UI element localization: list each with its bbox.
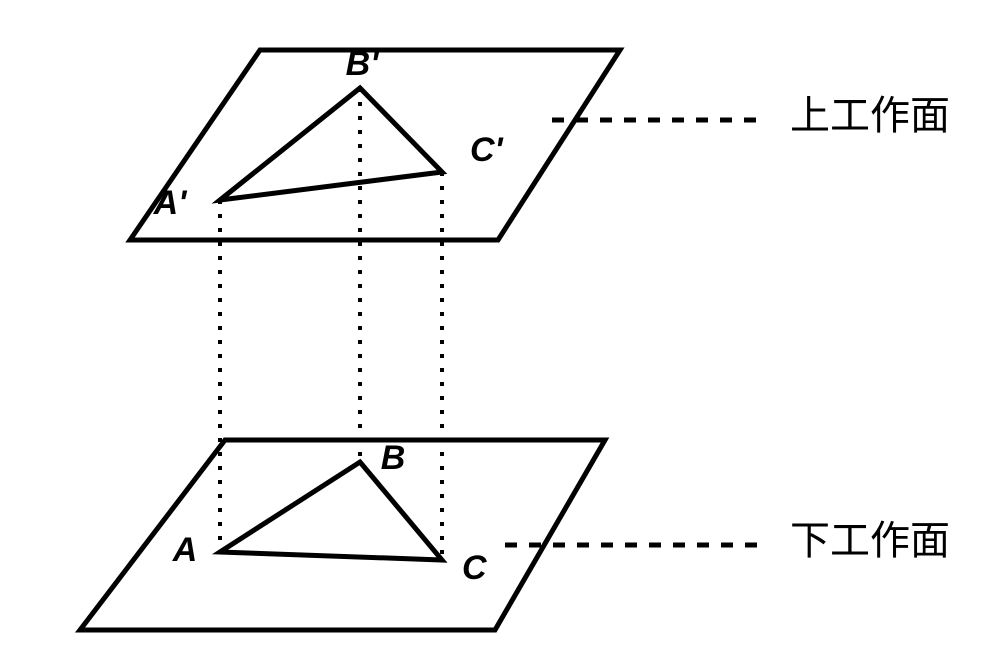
side-label-upper: 上工作面: [790, 93, 950, 138]
lower-plane: [80, 440, 605, 630]
upper-triangle: [220, 88, 442, 200]
point-label-b: B: [381, 439, 406, 477]
side-label-lower: 下工作面: [790, 518, 950, 563]
point-label-c-prime: C': [470, 131, 505, 169]
point-label-a-prime: A': [153, 184, 189, 222]
point-label-c: C: [462, 549, 487, 587]
lower-triangle: [220, 462, 442, 560]
point-label-a: A: [172, 531, 198, 569]
point-label-b-prime: B': [346, 45, 381, 83]
